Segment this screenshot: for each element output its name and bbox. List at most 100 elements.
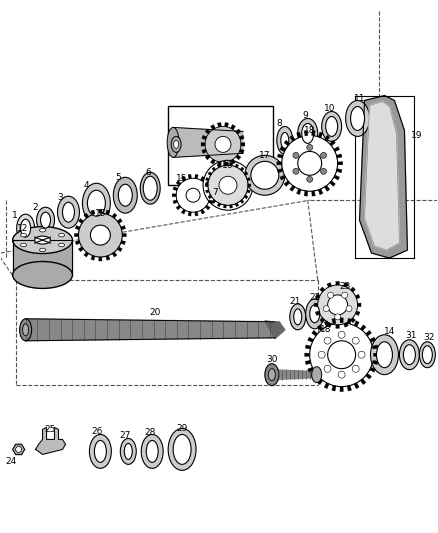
Circle shape xyxy=(251,161,279,189)
Polygon shape xyxy=(334,147,339,151)
Text: 29: 29 xyxy=(177,424,188,433)
Polygon shape xyxy=(201,209,205,214)
Polygon shape xyxy=(235,203,239,207)
Polygon shape xyxy=(122,233,126,237)
Text: 22: 22 xyxy=(309,293,320,302)
Polygon shape xyxy=(78,219,84,223)
Polygon shape xyxy=(336,325,339,328)
Polygon shape xyxy=(244,172,248,175)
Ellipse shape xyxy=(268,369,276,381)
Text: 24: 24 xyxy=(5,457,16,466)
Polygon shape xyxy=(290,135,295,141)
Polygon shape xyxy=(208,195,212,199)
Polygon shape xyxy=(35,427,66,455)
Polygon shape xyxy=(332,385,336,391)
Polygon shape xyxy=(370,337,375,342)
Polygon shape xyxy=(364,101,399,250)
Polygon shape xyxy=(205,184,208,187)
Text: 20: 20 xyxy=(149,309,161,317)
Circle shape xyxy=(324,337,331,344)
Circle shape xyxy=(358,351,365,358)
Text: 7: 7 xyxy=(212,188,218,197)
Polygon shape xyxy=(247,190,250,193)
Circle shape xyxy=(215,136,231,152)
Polygon shape xyxy=(91,255,95,260)
Polygon shape xyxy=(280,175,286,180)
Ellipse shape xyxy=(118,184,132,206)
Text: 13: 13 xyxy=(95,209,106,217)
Polygon shape xyxy=(318,379,323,384)
Ellipse shape xyxy=(39,229,46,232)
Ellipse shape xyxy=(312,367,321,383)
Circle shape xyxy=(176,178,210,212)
Polygon shape xyxy=(201,176,205,181)
Polygon shape xyxy=(25,319,280,341)
Ellipse shape xyxy=(302,124,314,143)
Polygon shape xyxy=(340,386,343,392)
Polygon shape xyxy=(195,212,198,216)
Polygon shape xyxy=(354,321,359,327)
Polygon shape xyxy=(106,210,110,215)
Ellipse shape xyxy=(143,176,157,200)
Polygon shape xyxy=(340,318,343,323)
Ellipse shape xyxy=(346,101,370,136)
Polygon shape xyxy=(212,167,216,171)
Ellipse shape xyxy=(59,233,64,237)
Polygon shape xyxy=(210,194,214,197)
Polygon shape xyxy=(91,210,95,215)
Text: 8: 8 xyxy=(276,119,282,128)
Text: 30: 30 xyxy=(266,355,278,364)
Polygon shape xyxy=(201,143,205,146)
Polygon shape xyxy=(284,140,290,146)
Text: 12: 12 xyxy=(17,224,28,232)
Circle shape xyxy=(338,332,345,338)
Ellipse shape xyxy=(23,324,28,336)
Polygon shape xyxy=(330,140,336,146)
Polygon shape xyxy=(290,185,295,191)
Ellipse shape xyxy=(173,140,179,148)
Polygon shape xyxy=(315,311,320,316)
Polygon shape xyxy=(366,374,371,379)
Polygon shape xyxy=(205,205,210,210)
Polygon shape xyxy=(239,135,244,140)
Polygon shape xyxy=(225,123,229,127)
Ellipse shape xyxy=(306,299,324,329)
Polygon shape xyxy=(212,199,216,204)
Polygon shape xyxy=(218,123,221,127)
Bar xyxy=(168,106,273,185)
Ellipse shape xyxy=(321,111,342,141)
Polygon shape xyxy=(208,200,213,204)
Polygon shape xyxy=(325,135,330,141)
Polygon shape xyxy=(231,125,235,130)
Polygon shape xyxy=(205,129,210,134)
Polygon shape xyxy=(318,189,323,195)
Circle shape xyxy=(321,152,326,158)
Circle shape xyxy=(346,305,352,312)
Polygon shape xyxy=(231,159,235,164)
Circle shape xyxy=(307,144,313,150)
Polygon shape xyxy=(13,444,25,455)
Polygon shape xyxy=(312,131,315,136)
Polygon shape xyxy=(308,337,314,342)
Circle shape xyxy=(328,341,356,369)
Polygon shape xyxy=(230,163,233,166)
Polygon shape xyxy=(176,205,181,210)
Polygon shape xyxy=(336,168,342,173)
Polygon shape xyxy=(374,353,378,357)
Text: 5: 5 xyxy=(116,173,121,182)
Polygon shape xyxy=(236,155,241,160)
Circle shape xyxy=(16,447,21,453)
Polygon shape xyxy=(202,135,207,140)
Polygon shape xyxy=(344,322,348,327)
Polygon shape xyxy=(230,205,233,208)
Polygon shape xyxy=(305,353,310,357)
Circle shape xyxy=(310,323,374,386)
Polygon shape xyxy=(247,177,250,181)
Ellipse shape xyxy=(63,202,74,222)
Polygon shape xyxy=(117,247,122,252)
Ellipse shape xyxy=(37,207,54,233)
Ellipse shape xyxy=(377,342,392,368)
Ellipse shape xyxy=(89,434,111,469)
Text: 31: 31 xyxy=(406,332,417,340)
Polygon shape xyxy=(211,159,215,164)
